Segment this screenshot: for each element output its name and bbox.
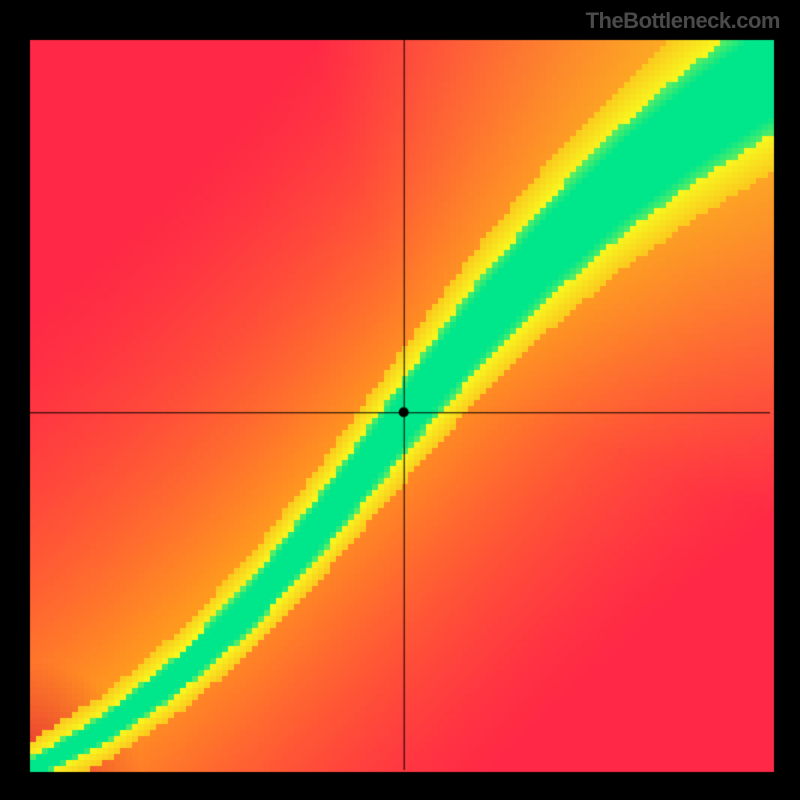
chart-container: TheBottleneck.com	[0, 0, 800, 800]
watermark-text: TheBottleneck.com	[586, 8, 780, 34]
bottleneck-heatmap	[0, 0, 800, 800]
